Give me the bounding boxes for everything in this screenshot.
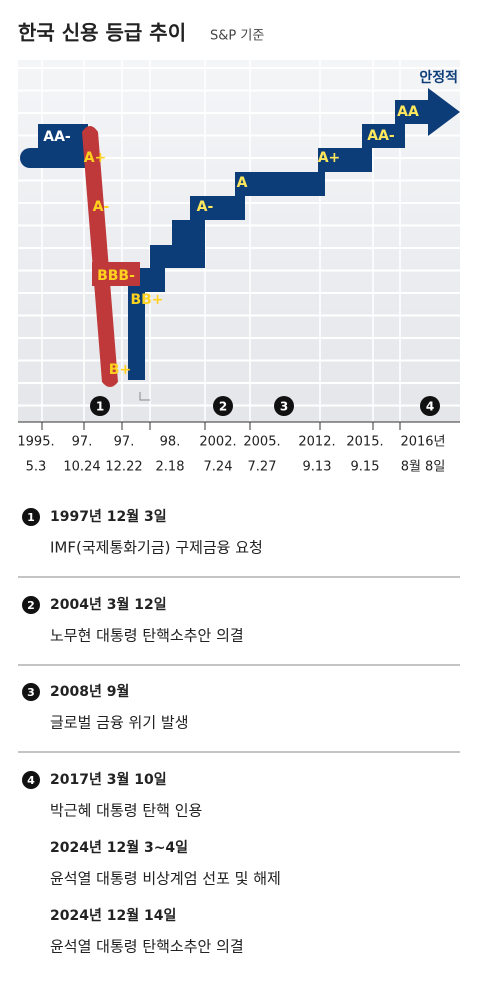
date-day: 8월 8일	[401, 460, 446, 475]
date-year: 2015.	[346, 435, 383, 450]
event-date: 2024년 12월 3~4일	[50, 839, 188, 856]
date-day: 9.13	[303, 460, 332, 475]
rating-label: A+	[318, 150, 341, 166]
number-badge	[274, 396, 294, 416]
rating-label: A-	[197, 199, 214, 215]
rating-label: A-	[93, 199, 110, 215]
blue-segment	[38, 124, 88, 148]
connector	[139, 392, 150, 401]
date-year: 2002.	[199, 435, 236, 450]
number-badge	[213, 396, 233, 416]
date-day: 7.24	[204, 460, 233, 475]
number-badge	[22, 771, 40, 789]
event-text: 노무현 대통령 탄핵소추안 의결	[50, 627, 244, 645]
number-badge	[22, 596, 40, 614]
date-day: 5.3	[26, 460, 47, 475]
rating-label: BBB-	[97, 268, 135, 284]
rating-label: BB+	[130, 292, 163, 308]
event-date: 2024년 12월 14일	[50, 907, 176, 924]
number-text: 4	[426, 400, 434, 414]
date-year: 2012.	[298, 435, 335, 450]
number-text: 2	[219, 400, 227, 414]
red-segment	[82, 126, 118, 387]
number-badge	[22, 508, 40, 526]
date-year: 2016년	[400, 435, 445, 450]
number-text: 3	[27, 686, 35, 699]
title: 한국 신용 등급 추이	[18, 21, 186, 45]
date-day: 12.22	[105, 460, 142, 475]
blue-segment	[20, 148, 85, 168]
date-year: 97.	[72, 435, 93, 450]
event-text: 박근혜 대통령 탄핵 인용	[50, 802, 202, 820]
number-text: 1	[96, 400, 104, 414]
date-year: 97.	[114, 435, 135, 450]
rating-label: A+	[84, 150, 107, 166]
rating-label: A	[237, 175, 248, 191]
number-badge	[90, 396, 110, 416]
date-day: 7.27	[248, 460, 277, 475]
rating-label: AA	[397, 104, 419, 120]
number-text: 2	[27, 599, 35, 612]
event-date: 2004년 3월 12일	[50, 596, 167, 613]
event-text: IMF(국제통화기금) 구제금융 요청	[50, 539, 263, 557]
blue-segment	[128, 88, 460, 380]
event-date: 2017년 3월 10일	[50, 771, 167, 788]
date-day: 9.15	[351, 460, 380, 475]
event-text: 윤석열 대통령 비상계엄 선포 및 해제	[50, 870, 281, 888]
event-text: 윤석열 대통령 탄핵소추안 의결	[50, 938, 244, 956]
date-year: 2005.	[243, 435, 280, 450]
number-text: 4	[27, 774, 35, 787]
rating-path	[20, 88, 460, 401]
date-day: 2.18	[156, 460, 185, 475]
date-year: 1995.	[17, 435, 54, 450]
number-text: 3	[280, 400, 288, 414]
event-text: 글로벌 금융 위기 발생	[50, 714, 189, 732]
rating-label: B+	[109, 362, 131, 378]
number-text: 1	[27, 511, 35, 524]
outlook: 안정적	[419, 69, 458, 86]
number-badge	[420, 396, 440, 416]
number-badge	[22, 683, 40, 701]
event-date: 2008년 9월	[50, 683, 129, 700]
date-day: 10.24	[63, 460, 100, 475]
rating-label: AA-	[43, 129, 71, 145]
event-date: 1997년 12월 3일	[50, 508, 167, 525]
date-year: 98.	[160, 435, 181, 450]
red-segment	[92, 262, 140, 286]
rating-label: AA-	[367, 128, 395, 144]
subtitle: S&P 기준	[210, 29, 264, 44]
